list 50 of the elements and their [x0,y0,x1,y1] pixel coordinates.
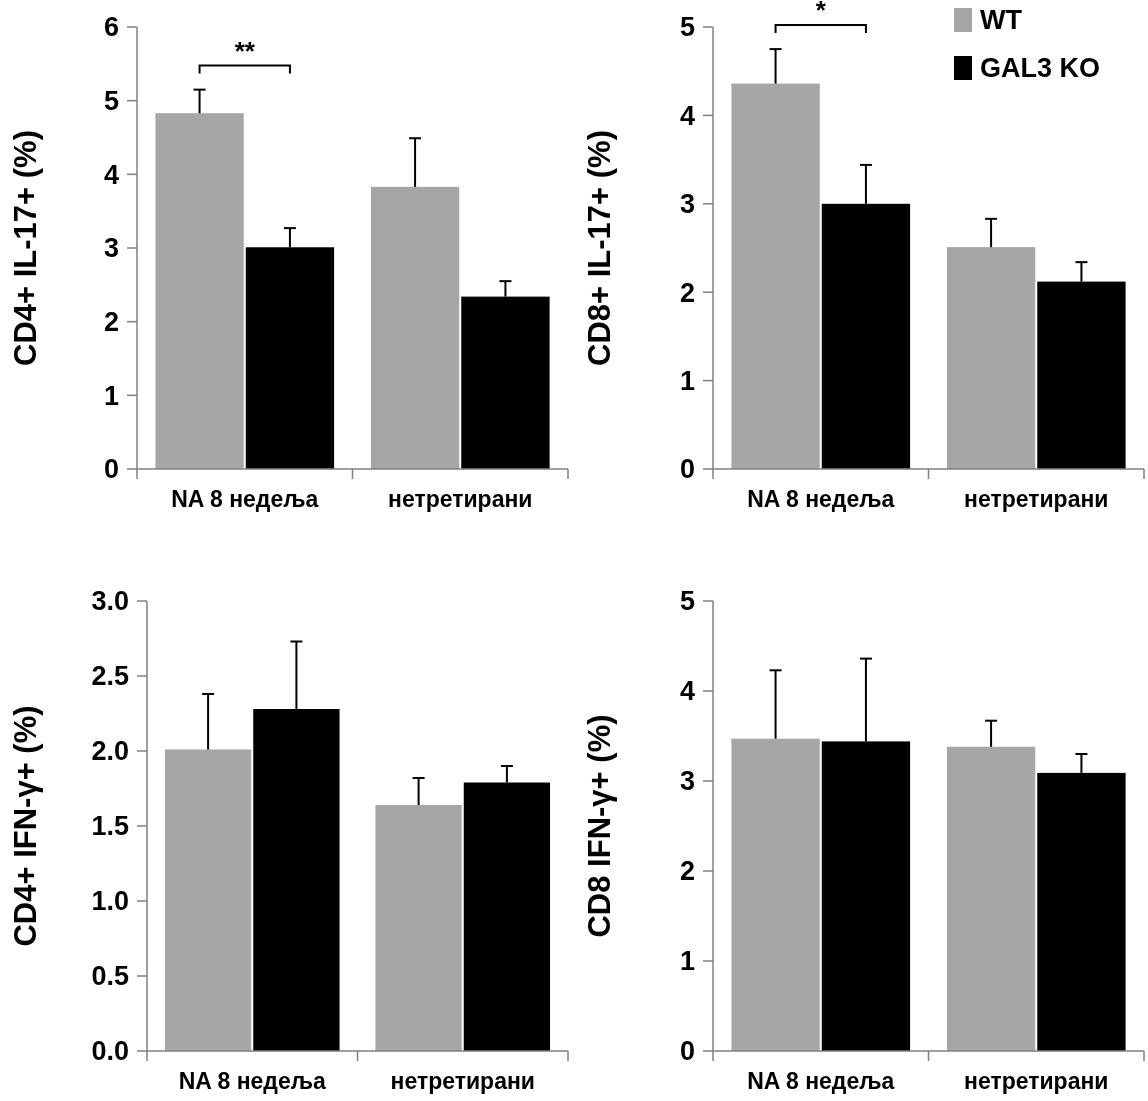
y-tick-label: 4 [679,676,695,707]
x-tick-label: NA 8 недеља [747,1068,895,1094]
y-tick-label: 4 [103,159,119,190]
y-tick-label: 3 [679,189,695,220]
y-tick-label: 2.0 [91,736,129,767]
y-tick-label: 2 [679,277,695,308]
y-axis-title: CD8+ IL-17+ (%) [582,129,617,367]
y-tick-label: 2 [103,307,119,338]
x-tick-label: нетретирани [964,1068,1109,1094]
y-axis-title: CD8 IFN-γ+ (%) [582,714,617,938]
y-tick-label: 1.0 [91,886,129,917]
x-tick-label: NA 8 недеља [747,486,895,512]
legend-label: GAL3 KO [980,53,1101,84]
y-tick-label: 1 [679,366,695,397]
text: * [815,0,827,26]
bar [155,113,244,469]
bar [375,805,462,1051]
y-tick-label: 3 [679,766,695,797]
y-tick-label: 0 [679,1036,695,1067]
x-tick-label: нетретирани [388,486,533,512]
x-tick-label: нетретирани [964,486,1109,512]
y-tick-label: 1 [103,380,119,411]
y-axis-title: CD4+ IFN-γ+ (%) [8,705,43,947]
y-tick-label: 3.0 [91,586,129,617]
y-tick-label: 1.5 [91,811,129,842]
y-tick-label: 0.0 [91,1036,129,1067]
bar [946,746,1036,1051]
y-tick-label: 1 [679,946,695,977]
y-tick-label: 5 [679,586,695,617]
y-tick-label: 4 [679,100,695,131]
bar [731,738,820,1051]
y-tick-label: 2.5 [91,661,129,692]
bar [370,186,460,469]
annotation: ** [234,35,256,66]
y-tick-label: 5 [103,86,119,117]
x-tick-label: нетретирани [390,1068,535,1094]
x-tick-label: NA 8 недеља [171,486,319,512]
x-tick-label: NA 8 недеља [178,1068,326,1094]
y-tick-label: 0.5 [91,961,129,992]
y-axis-title: CD4+ IL-17+ (%) [8,129,43,367]
y-tick-label: 0 [679,454,695,485]
legend-label: WT [980,5,1023,36]
y-tick-label: 6 [103,12,119,43]
bar [946,247,1036,469]
y-tick-label: 3 [103,233,119,264]
y-tick-label: 0 [103,454,119,485]
y-tick-label: 5 [679,12,695,43]
bar [731,83,820,469]
y-tick-label: 2 [679,856,695,887]
bar [164,749,252,1051]
